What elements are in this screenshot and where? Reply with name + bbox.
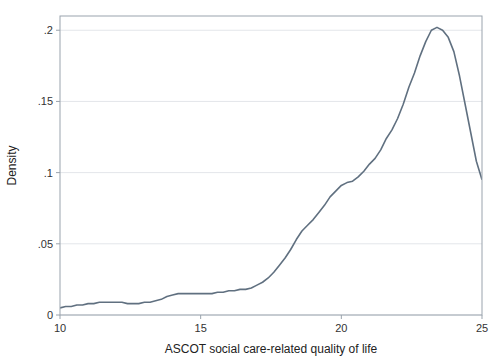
chart: 10 15 20 25 0 .05 .1 .15 .2 ASCOT social care-rel… <box>0 0 500 363</box>
x-tick <box>482 315 483 319</box>
plot-series <box>60 27 482 307</box>
y-tick-label: .1 <box>44 167 53 179</box>
x-axis: 10 15 20 25 <box>54 315 488 334</box>
x-tick-label: 20 <box>335 322 347 334</box>
x-axis-label: ASCOT social care-related quality of lif… <box>165 342 378 356</box>
y-tick-label: .2 <box>44 24 53 36</box>
y-tick-label: 0 <box>47 309 53 321</box>
x-tick <box>60 315 61 319</box>
x-tick-label: 10 <box>54 322 66 334</box>
grid-line <box>60 243 482 244</box>
y-axis-label: Density <box>5 145 19 185</box>
y-tick <box>56 315 60 316</box>
x-tick-label: 25 <box>476 322 488 334</box>
grid-line <box>60 30 482 31</box>
grid-line <box>60 101 482 102</box>
y-tick <box>56 172 60 173</box>
plot-area <box>60 16 482 315</box>
x-tick <box>341 315 342 319</box>
y-tick <box>56 30 60 31</box>
grid <box>60 30 482 315</box>
x-tick <box>200 315 201 319</box>
y-tick <box>56 101 60 102</box>
grid-line <box>60 172 482 173</box>
plot-frame <box>60 16 482 315</box>
y-tick-label: .05 <box>38 238 53 250</box>
y-axis: 0 .05 .1 .15 .2 <box>38 24 60 321</box>
y-tick-label: .15 <box>38 95 53 107</box>
density-line <box>60 27 482 307</box>
x-tick-label: 15 <box>195 322 207 334</box>
y-tick <box>56 243 60 244</box>
